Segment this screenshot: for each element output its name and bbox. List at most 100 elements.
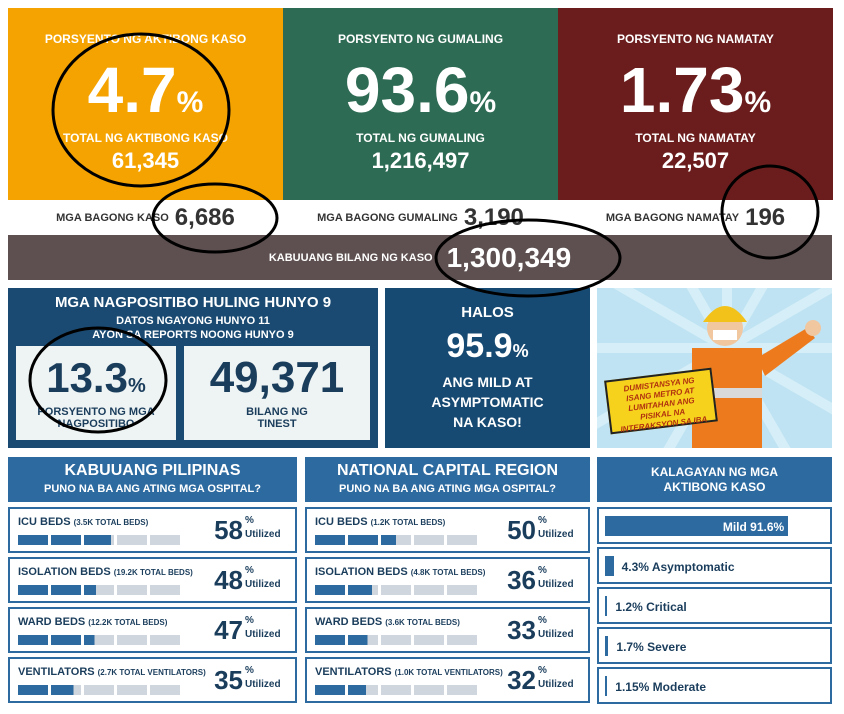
icon-base — [414, 635, 444, 645]
row-name: ICU BEDS — [18, 516, 71, 528]
usage-icons — [18, 635, 180, 645]
capacity-row: ISOLATION BEDS (4.8K TOTAL BEDS) 36% Utiliz… — [305, 557, 590, 603]
icon-base — [150, 535, 180, 545]
icon-fill — [348, 535, 378, 545]
icon-fill — [315, 635, 345, 645]
total-bar: KABUUANG BILANG NG KASO 1,300,349 — [8, 235, 832, 280]
icon-fill — [348, 635, 368, 645]
row-value: 58 — [214, 515, 243, 545]
card-value: 1.73% — [558, 54, 833, 144]
poster: DUMISTANSYA NG ISANG METRO AT LUMITAHAN … — [597, 288, 832, 448]
usage-icons — [18, 685, 180, 695]
stat-card: PORSYENTO NG AKTIBONG KASO 4.7% TOTAL NG A… — [8, 8, 283, 200]
row-name: WARD BEDS — [18, 616, 86, 628]
icon-base — [84, 635, 114, 645]
capacity-row: ICU BEDS (1.2K TOTAL BEDS) 50% Utilized — [305, 507, 590, 553]
ray — [724, 288, 832, 353]
card-value: 93.6% — [283, 54, 558, 144]
row-note: Utilized — [538, 629, 574, 640]
hospital-title: KABUUANG PILIPINAS — [64, 462, 241, 479]
icon-base — [414, 535, 444, 545]
row-note: Utilized — [538, 529, 574, 540]
positivity-panel: MGA NAGPOSITIBO HULING HUNYO 9 DATOS NGAY… — [8, 288, 378, 448]
row-capacity: (2.7K TOTAL VENTILATORS) — [97, 668, 206, 677]
mild-value: 95.9% — [385, 324, 590, 375]
icon-base — [117, 685, 147, 695]
ray — [613, 288, 730, 353]
icon-base — [150, 685, 180, 695]
icon-base — [447, 535, 477, 545]
capacity-row: VENTILATORS (1.0K TOTAL VENTILATORS) 32% Ut… — [305, 657, 590, 703]
status-row: 1.7% Severe — [597, 627, 832, 664]
poster-sign: DUMISTANSYA NG ISANG METRO AT LUMITAHAN … — [604, 367, 718, 435]
icon-base — [84, 585, 114, 595]
row-value: 47 — [214, 615, 243, 645]
status-label: Mild 91.6% — [722, 520, 785, 534]
icon-fill — [51, 535, 81, 545]
capacity-row: ICU BEDS (3.5K TOTAL BEDS) 58% Utilized — [8, 507, 297, 553]
new-count: MGA BAGONG GUMALING 3,190 — [283, 200, 558, 235]
mild-unit: % — [512, 341, 529, 361]
usage-icons — [315, 685, 477, 695]
status-title: KALAGAYAN NG MGA AKTIBONG KASO — [650, 465, 779, 494]
arm — [757, 328, 815, 376]
new-count-label: MGA BAGONG KASO — [56, 211, 169, 224]
icon-fill — [348, 585, 372, 595]
row-unit: % — [538, 665, 547, 676]
icon-base — [414, 585, 444, 595]
hospital-subtitle: PUNO NA BA ANG ATING MGA OSPITAL? — [44, 483, 261, 495]
card-label: PORSYENTO NG NAMATAY — [617, 32, 774, 46]
status-bar — [605, 556, 614, 576]
value-number: 1.73 — [619, 54, 745, 126]
icon-base — [150, 585, 180, 595]
icon-fill — [348, 685, 366, 695]
usage-icons — [18, 585, 180, 595]
status-row: Mild 91.6% — [597, 507, 832, 544]
row-label: VENTILATORS (1.0K TOTAL VENTILATORS) — [315, 662, 515, 680]
mask — [713, 330, 737, 340]
row-unit: % — [245, 615, 254, 626]
row-unit: % — [245, 665, 254, 676]
card-total-value: 1,216,497 — [371, 148, 470, 173]
new-count-label: MGA BAGONG GUMALING — [317, 211, 458, 224]
mild-number: 95.9 — [446, 327, 513, 365]
icon-base — [150, 635, 180, 645]
usage-icons — [315, 635, 477, 645]
card-total-label: TOTAL NG GUMALING — [356, 131, 485, 145]
icon-fill — [51, 635, 81, 645]
icon-base — [447, 635, 477, 645]
card-total-value: 61,345 — [111, 148, 180, 173]
card-total-label: TOTAL NG NAMATAY — [635, 131, 756, 145]
row-value: 50 — [507, 515, 536, 545]
row-capacity: (3.6K TOTAL BEDS) — [385, 618, 460, 627]
row-note: Utilized — [538, 579, 574, 590]
mild-panel: HALOS 95.9% ANG MILD AT ASYMPTOMATIC NA KA… — [385, 288, 590, 448]
icon-fill — [18, 585, 48, 595]
icon-fill — [84, 635, 95, 645]
icon-base — [414, 685, 444, 695]
row-unit: % — [245, 565, 254, 576]
value-number: 93.6 — [344, 54, 470, 126]
stat-card: PORSYENTO NG NAMATAY 1.73% TOTAL NG NAMATA… — [558, 8, 833, 200]
row-label: ICU BEDS (1.2K TOTAL BEDS) — [315, 512, 515, 530]
rate-value: 13.3% — [16, 356, 176, 410]
status-row: 4.3% Asymptomatic — [597, 547, 832, 584]
row-name: ISOLATION BEDS — [18, 566, 111, 578]
hospital-header: KABUUANG PILIPINAS PUNO NA BA ANG ATING M… — [8, 457, 297, 502]
row-unit: % — [538, 515, 547, 526]
icon-fill — [51, 685, 74, 695]
helmet — [703, 306, 747, 322]
hospital-subtitle: PUNO NA BA ANG ATING MGA OSPITAL? — [339, 483, 556, 495]
status-row: 1.2% Critical — [597, 587, 832, 624]
row-capacity: (12.2K TOTAL BEDS) — [88, 618, 168, 627]
icon-base — [381, 585, 411, 595]
usage-icons — [315, 585, 477, 595]
card-label: PORSYENTO NG AKTIBONG KASO — [44, 32, 247, 46]
value-unit: % — [744, 86, 772, 119]
row-capacity: (19.2K TOTAL BEDS) — [113, 568, 193, 577]
status-bar — [605, 596, 608, 616]
rate-unit: % — [127, 375, 146, 397]
positivity-line: DATOS NGAYONG HUNYO 11 — [116, 315, 270, 327]
value-unit: % — [469, 86, 497, 119]
status-row: 1.15% Moderate — [597, 667, 832, 704]
